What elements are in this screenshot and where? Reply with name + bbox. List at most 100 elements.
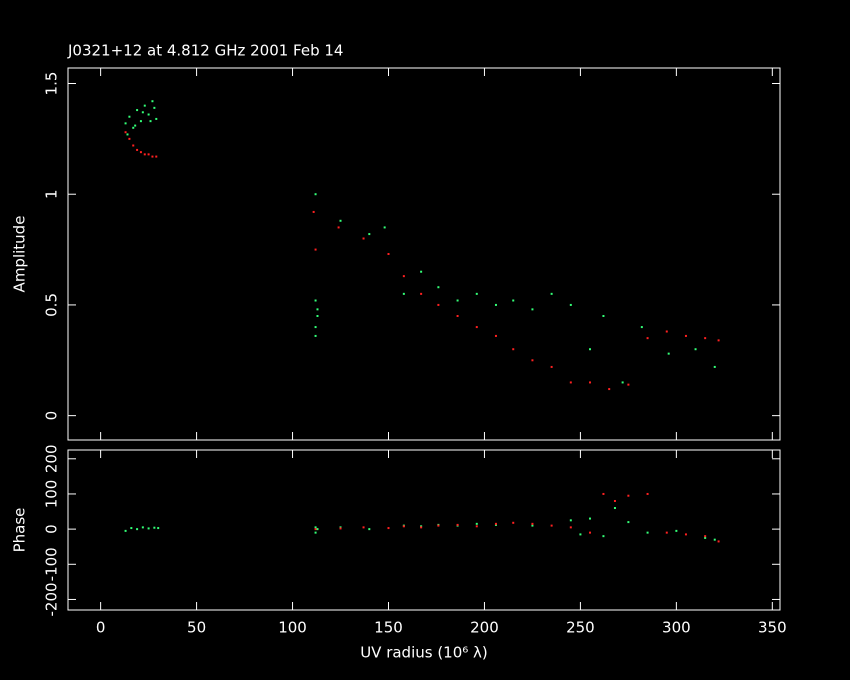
point bbox=[437, 286, 440, 289]
point bbox=[667, 352, 670, 355]
point bbox=[494, 523, 497, 526]
point bbox=[494, 303, 497, 306]
point bbox=[646, 337, 649, 340]
point bbox=[153, 106, 156, 109]
point bbox=[437, 303, 440, 306]
point bbox=[136, 528, 139, 531]
point bbox=[383, 226, 386, 229]
point bbox=[627, 521, 630, 524]
point bbox=[147, 113, 150, 116]
point bbox=[387, 253, 390, 255]
point bbox=[368, 528, 371, 531]
point bbox=[124, 122, 127, 125]
point bbox=[512, 521, 515, 524]
point bbox=[339, 526, 342, 529]
point bbox=[569, 381, 572, 384]
y-tick-label: 0 bbox=[43, 524, 61, 534]
point bbox=[613, 507, 616, 510]
phase-frame bbox=[67, 449, 781, 611]
point bbox=[153, 526, 156, 529]
point bbox=[124, 131, 127, 134]
x-tick-label: 0 bbox=[96, 619, 106, 637]
x-tick-label: 150 bbox=[374, 619, 403, 637]
x-tick-label: 350 bbox=[758, 619, 787, 637]
point bbox=[627, 494, 630, 497]
point bbox=[717, 339, 720, 342]
point bbox=[456, 315, 459, 317]
point bbox=[339, 219, 342, 222]
point bbox=[475, 525, 478, 528]
point bbox=[602, 535, 605, 538]
point bbox=[139, 120, 142, 123]
point bbox=[684, 533, 687, 536]
point bbox=[151, 100, 154, 103]
point bbox=[362, 526, 365, 529]
x-tick-label: 250 bbox=[566, 619, 595, 637]
point bbox=[387, 527, 390, 530]
point bbox=[420, 270, 423, 273]
x-tick-label: 200 bbox=[470, 619, 499, 637]
y-tick-label: -100 bbox=[43, 547, 61, 581]
point bbox=[136, 109, 139, 112]
x-tick-label: 100 bbox=[278, 619, 307, 637]
point bbox=[362, 237, 365, 240]
point bbox=[713, 365, 716, 368]
point bbox=[141, 526, 144, 529]
point bbox=[717, 540, 720, 543]
point bbox=[456, 523, 459, 526]
point bbox=[132, 126, 135, 129]
y-tick-label: 200 bbox=[43, 444, 61, 473]
point bbox=[139, 151, 142, 154]
point bbox=[475, 326, 478, 329]
point bbox=[569, 519, 572, 522]
point bbox=[316, 308, 319, 311]
point bbox=[420, 525, 423, 528]
point bbox=[314, 334, 317, 337]
y-tick-label: 1.5 bbox=[43, 72, 61, 96]
point bbox=[420, 292, 423, 295]
point bbox=[665, 531, 668, 534]
point bbox=[675, 529, 678, 532]
point bbox=[531, 359, 534, 362]
point bbox=[136, 148, 139, 151]
point bbox=[149, 120, 152, 123]
point bbox=[589, 531, 592, 534]
point bbox=[314, 193, 317, 196]
point bbox=[126, 133, 129, 136]
point bbox=[314, 526, 317, 529]
point bbox=[704, 337, 707, 340]
x-tick-label: 50 bbox=[187, 619, 206, 637]
point bbox=[402, 292, 405, 295]
point bbox=[420, 526, 423, 529]
point bbox=[124, 529, 127, 532]
point bbox=[531, 308, 534, 311]
point bbox=[141, 111, 144, 114]
point bbox=[569, 526, 572, 529]
y-axis-label: Amplitude bbox=[11, 216, 29, 293]
point bbox=[155, 117, 158, 120]
y-tick-label: -200 bbox=[43, 582, 61, 616]
point bbox=[132, 144, 135, 147]
point bbox=[589, 348, 592, 351]
point bbox=[130, 527, 133, 530]
point bbox=[128, 137, 131, 140]
point bbox=[531, 524, 534, 527]
point bbox=[713, 538, 716, 541]
point bbox=[147, 153, 150, 156]
point bbox=[646, 531, 649, 534]
y-axis-label: Phase bbox=[11, 508, 29, 553]
point bbox=[155, 155, 158, 158]
point bbox=[147, 527, 150, 530]
point bbox=[550, 365, 553, 368]
point bbox=[569, 303, 572, 306]
point bbox=[704, 536, 707, 539]
point bbox=[579, 533, 582, 536]
point bbox=[602, 315, 605, 317]
point bbox=[339, 527, 342, 530]
point bbox=[143, 153, 146, 156]
point bbox=[512, 299, 515, 302]
y-tick-label: 1 bbox=[43, 189, 61, 199]
point bbox=[402, 525, 405, 528]
point bbox=[550, 292, 553, 295]
point bbox=[646, 492, 649, 495]
